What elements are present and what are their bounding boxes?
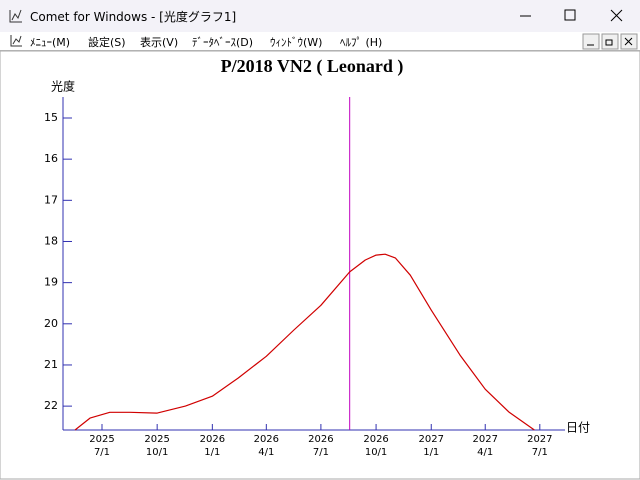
- chart-panel: [0, 50, 640, 480]
- x-tick-label: 2026: [308, 434, 333, 445]
- x-tick-label: 2027: [419, 434, 444, 445]
- x-tick-label: 2026: [200, 434, 225, 445]
- x-tick-label: 7/1: [94, 447, 110, 458]
- x-axis-label: 日付: [566, 421, 590, 435]
- x-tick-label: 1/1: [423, 447, 439, 458]
- x-tick-label: 7/1: [532, 447, 548, 458]
- x-tick-label: 4/1: [477, 447, 493, 458]
- maximize-button[interactable]: [564, 9, 576, 21]
- window-controls[interactable]: [490, 0, 640, 32]
- title-bar: Comet for Windows - [光度グラフ1]: [0, 0, 640, 32]
- x-tick-label: 2026: [363, 434, 388, 445]
- menu-item[interactable]: ﾃﾞｰﾀﾍﾞｰｽ(D): [192, 36, 254, 49]
- x-tick-label: 2027: [473, 434, 498, 445]
- x-tick-label: 2026: [254, 434, 279, 445]
- x-tick-label: 4/1: [258, 447, 274, 458]
- y-tick-label: 20: [44, 317, 58, 330]
- menu-item[interactable]: ﾒﾆｭｰ(M): [30, 36, 71, 49]
- menu-item[interactable]: ﾍﾙﾌﾟ (H): [340, 36, 383, 49]
- x-tick-label: 10/1: [146, 447, 168, 458]
- x-tick-label: 2025: [89, 434, 114, 445]
- x-tick-label: 2025: [144, 434, 169, 445]
- y-tick-label: 21: [44, 358, 58, 371]
- data-line: [74, 253, 535, 431]
- menu-item[interactable]: 表示(V): [140, 36, 179, 49]
- menu-item[interactable]: ｳｨﾝﾄﾞｳ(W): [270, 36, 323, 49]
- x-tick-label: 7/1: [313, 447, 329, 458]
- doc-icon: [10, 35, 22, 47]
- y-tick-label: 19: [44, 276, 58, 289]
- y-axis-label: 光度: [51, 79, 75, 94]
- x-tick-label: 2027: [527, 434, 552, 445]
- window-title: Comet for Windows - [光度グラフ1]: [30, 10, 237, 24]
- mdi-controls[interactable]: [580, 32, 640, 50]
- y-tick-label: 16: [44, 152, 58, 165]
- close-button[interactable]: [610, 9, 623, 22]
- y-tick-label: 17: [44, 193, 58, 206]
- y-tick-label: 22: [44, 399, 58, 412]
- x-tick-label: 10/1: [365, 447, 387, 458]
- y-tick-label: 15: [44, 111, 58, 124]
- x-tick-label: 1/1: [204, 447, 220, 458]
- app-icon: [9, 9, 22, 23]
- menu-item[interactable]: 設定(S): [88, 36, 126, 49]
- y-tick-label: 18: [44, 234, 58, 247]
- chart-title: P/2018 VN2 ( Leonard ): [221, 56, 404, 77]
